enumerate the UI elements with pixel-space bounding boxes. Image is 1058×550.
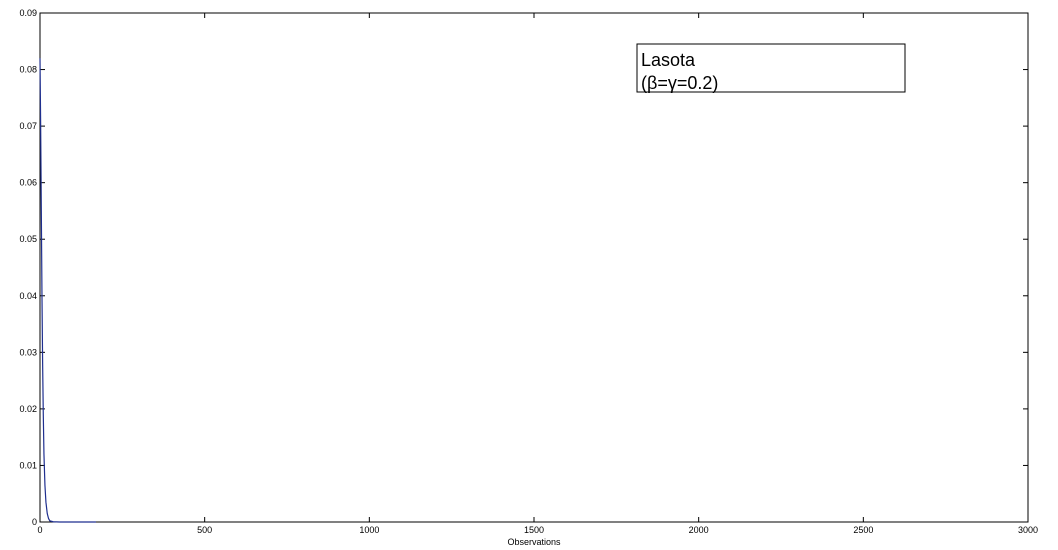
legend-line-2: (β=γ=0.2) bbox=[641, 73, 718, 93]
legend-box bbox=[636, 43, 906, 93]
y-tick-label: 0.06 bbox=[19, 178, 37, 188]
x-tick-label: 2500 bbox=[853, 525, 873, 535]
legend-line-1: Lasota bbox=[641, 50, 696, 70]
x-tick-label: 500 bbox=[197, 525, 212, 535]
y-tick-label: 0.02 bbox=[19, 404, 37, 414]
x-tick-labels: 0 500 1000 1500 2000 2500 3000 bbox=[37, 525, 1038, 535]
series-group bbox=[39, 58, 96, 523]
y-tick-label: 0.07 bbox=[19, 121, 37, 131]
x-tick-label: 2000 bbox=[689, 525, 709, 535]
y-tick-label: 0.04 bbox=[19, 291, 37, 301]
y-tick-label: 0 bbox=[32, 517, 37, 527]
x-tick-label: 0 bbox=[37, 525, 42, 535]
legend: Lasota (β=γ=0.2) bbox=[636, 43, 906, 93]
plot-area bbox=[39, 12, 1029, 523]
x-tick-label: 1000 bbox=[359, 525, 379, 535]
y-tick-label: 0.05 bbox=[19, 234, 37, 244]
y-tick-label: 0.01 bbox=[19, 460, 37, 470]
x-tick-label: 1500 bbox=[524, 525, 544, 535]
series-line bbox=[39, 58, 96, 523]
y-tick-label: 0.08 bbox=[19, 65, 37, 75]
x-tick-label: 3000 bbox=[1018, 525, 1038, 535]
y-tick-label: 0.03 bbox=[19, 347, 37, 357]
axis-ticks bbox=[39, 12, 1029, 523]
x-axis-title: Observations bbox=[507, 537, 561, 547]
y-tick-label: 0.09 bbox=[19, 8, 37, 18]
y-tick-labels: 0 0.01 0.02 0.03 0.04 0.05 0.06 0.07 0.08 0.09 bbox=[19, 8, 37, 527]
